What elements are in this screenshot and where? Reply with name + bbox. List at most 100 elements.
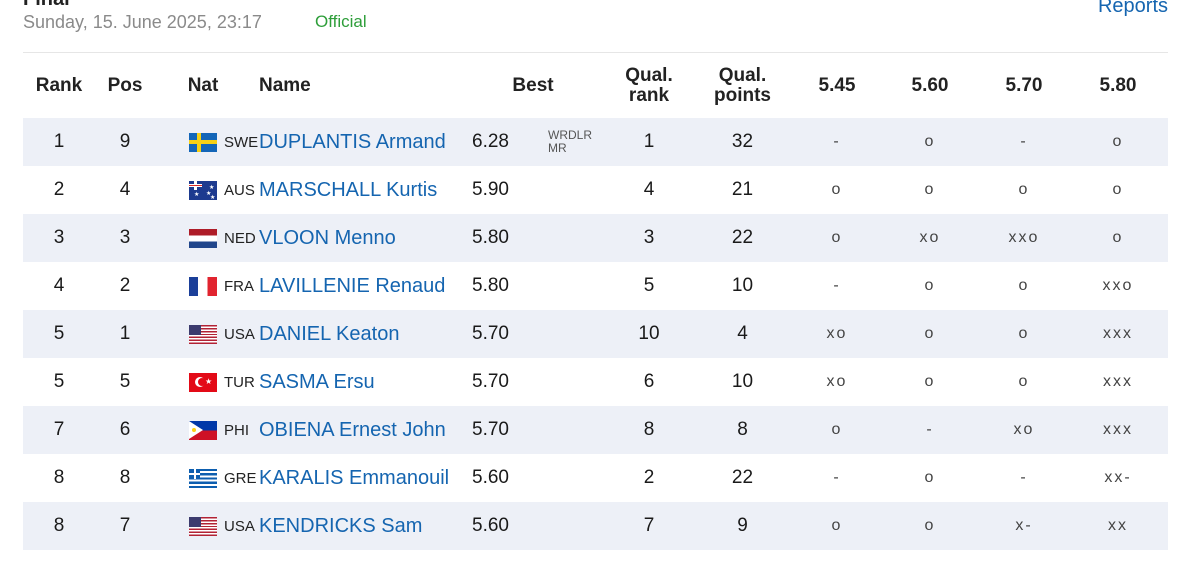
usa-flag-icon: [189, 516, 217, 536]
cell-attempt-height-4: xxx: [1103, 373, 1133, 390]
athlete-name-link[interactable]: OBIENA Ernest John: [259, 418, 446, 441]
cell-name: SASMA Ersu: [259, 358, 469, 406]
header-qual-points-line2: points: [714, 84, 771, 106]
header-qual-rank-line1: Qual.: [625, 64, 673, 86]
cell-attempt-height-3: o: [1018, 181, 1030, 198]
cell-attempt-height-3: o: [1018, 277, 1030, 294]
table-row: 2 4 ★ ★ ★ ★ AUS MARSCHALL Kurtis 5.90 4 21 o o o o: [23, 166, 1168, 214]
cell-qual-rank: 10: [638, 323, 660, 344]
cell-record-note: [548, 310, 608, 358]
cell-pos: 2: [119, 275, 131, 296]
cell-pos: 1: [119, 323, 131, 344]
athlete-name-link[interactable]: MARSCHALL Kurtis: [259, 178, 438, 201]
cell-attempt-height-4: xx: [1108, 517, 1128, 534]
athlete-name-link[interactable]: DUPLANTIS Armand: [259, 130, 446, 153]
cell-attempt-height-4: o: [1112, 181, 1124, 198]
nat-code: FRA: [224, 277, 254, 295]
nat-code: TUR: [224, 373, 255, 391]
cell-attempt-height-1: xo: [826, 325, 848, 342]
athlete-name-link[interactable]: KENDRICKS Sam: [259, 514, 423, 537]
cell-rank: 8: [53, 467, 65, 488]
cell-rank: 2: [53, 179, 65, 200]
athlete-name-link[interactable]: LAVILLENIE Renaud: [259, 274, 446, 297]
event-datetime: Sunday, 15. June 2025, 23:17: [23, 12, 262, 32]
cell-best: 5.90: [472, 179, 509, 200]
cell-record-note: [548, 502, 608, 550]
cell-name: VLOON Menno: [259, 214, 469, 262]
header-qual-points: Qual. points: [705, 53, 780, 118]
cell-pos: 7: [119, 515, 131, 536]
cell-record-note: WRDLR MR: [548, 118, 608, 166]
table-row: 4 2 FRA LAVILLENIE Renaud 5.80 5 10 - o o xxo: [23, 262, 1168, 310]
athlete-name-link[interactable]: KARALIS Emmanouil: [259, 466, 450, 489]
cell-attempt-height-3: -: [1020, 133, 1028, 150]
cell-name: OBIENA Ernest John: [259, 406, 469, 454]
cell-best: 5.70: [472, 323, 509, 344]
cell-record-note: [548, 454, 608, 502]
cell-record-note: [548, 358, 608, 406]
cell-qual-rank: 1: [643, 131, 655, 152]
athlete-name-link[interactable]: VLOON Menno: [259, 226, 396, 249]
fra-flag-icon: [189, 276, 217, 296]
table-row: 1 9 SWE DUPLANTIS Armand 6.28 WRDLR MR 1 32 - o - o: [23, 118, 1168, 166]
page-title: Final: [23, 0, 70, 11]
cell-name: KENDRICKS Sam: [259, 502, 469, 550]
cell-record-note: [548, 262, 608, 310]
results-table: Rank Pos Nat Name Best Qual. rank Qual. po…: [23, 52, 1168, 550]
cell-best: 5.70: [472, 419, 509, 440]
reports-link[interactable]: Reports: [1097, 0, 1168, 17]
header-height-1: 5.45: [818, 74, 856, 96]
table-row: 5 1 USA DANIEL Keaton 5.70 10 4 xo o o xxx: [23, 310, 1168, 358]
cell-attempt-height-2: o: [924, 133, 936, 150]
athlete-name-link[interactable]: DANIEL Keaton: [259, 322, 400, 345]
cell-rank: 5: [53, 371, 65, 392]
cell-qual-rank: 7: [643, 515, 655, 536]
cell-attempt-height-2: o: [924, 517, 936, 534]
table-row: 8 7 USA KENDRICKS Sam 5.60 7 9 o o x-xx: [23, 502, 1168, 550]
header-rank: Rank: [35, 74, 83, 96]
athlete-name-link[interactable]: SASMA Ersu: [259, 370, 375, 393]
cell-name: DANIEL Keaton: [259, 310, 469, 358]
nat-code: GRE: [224, 469, 257, 487]
cell-nat: NED: [163, 214, 256, 262]
nat-code: USA: [224, 325, 255, 343]
cell-attempt-height-2: xo: [919, 229, 941, 246]
header-nat: Nat: [187, 74, 219, 96]
cell-qual-points: 22: [731, 467, 754, 488]
nat-code: PHI: [224, 421, 250, 439]
cell-attempt-height-3: -: [1020, 469, 1028, 486]
cell-qual-points: 4: [737, 323, 748, 344]
cell-rank: 8: [53, 515, 65, 536]
cell-qual-rank: 4: [643, 179, 655, 200]
cell-record-note: [548, 406, 608, 454]
cell-qual-rank: 3: [643, 227, 655, 248]
cell-qual-points: 10: [731, 275, 754, 296]
header-qual-rank: Qual. rank: [614, 53, 684, 118]
header-height-3: 5.70: [1005, 74, 1043, 96]
cell-best: 5.70: [472, 371, 509, 392]
cell-rank: 7: [53, 419, 65, 440]
cell-pos: 5: [119, 371, 131, 392]
table-row: 8 8 GRE KARALIS Emmanouil 5.60 2 22- o - xx-: [23, 454, 1168, 502]
cell-attempt-height-4: xx-: [1104, 469, 1132, 486]
aus-flag-icon: ★ ★ ★ ★: [189, 180, 217, 200]
cell-nat: PHI: [163, 406, 249, 454]
cell-pos: 4: [119, 179, 131, 200]
header-height-4: 5.80: [1099, 74, 1137, 96]
cell-attempt-height-3: o: [1018, 325, 1030, 342]
cell-nat: ★ ★ ★ ★ AUS: [163, 166, 255, 214]
cell-qual-rank: 2: [643, 467, 655, 488]
swe-flag-icon: [189, 132, 217, 152]
cell-nat: USA: [163, 502, 255, 550]
cell-attempt-height-1: o: [831, 517, 843, 534]
cell-name: DUPLANTIS Armand: [259, 118, 469, 166]
cell-best: 5.80: [472, 275, 509, 296]
cell-best: 5.60: [472, 515, 509, 536]
cell-rank: 5: [53, 323, 65, 344]
cell-record-note: [548, 214, 608, 262]
cell-attempt-height-3: o: [1018, 373, 1030, 390]
cell-attempt-height-3: xxo: [1008, 229, 1040, 246]
cell-qual-points: 8: [737, 419, 748, 440]
cell-attempt-height-1: o: [831, 181, 843, 198]
cell-attempt-height-2: o: [924, 325, 936, 342]
